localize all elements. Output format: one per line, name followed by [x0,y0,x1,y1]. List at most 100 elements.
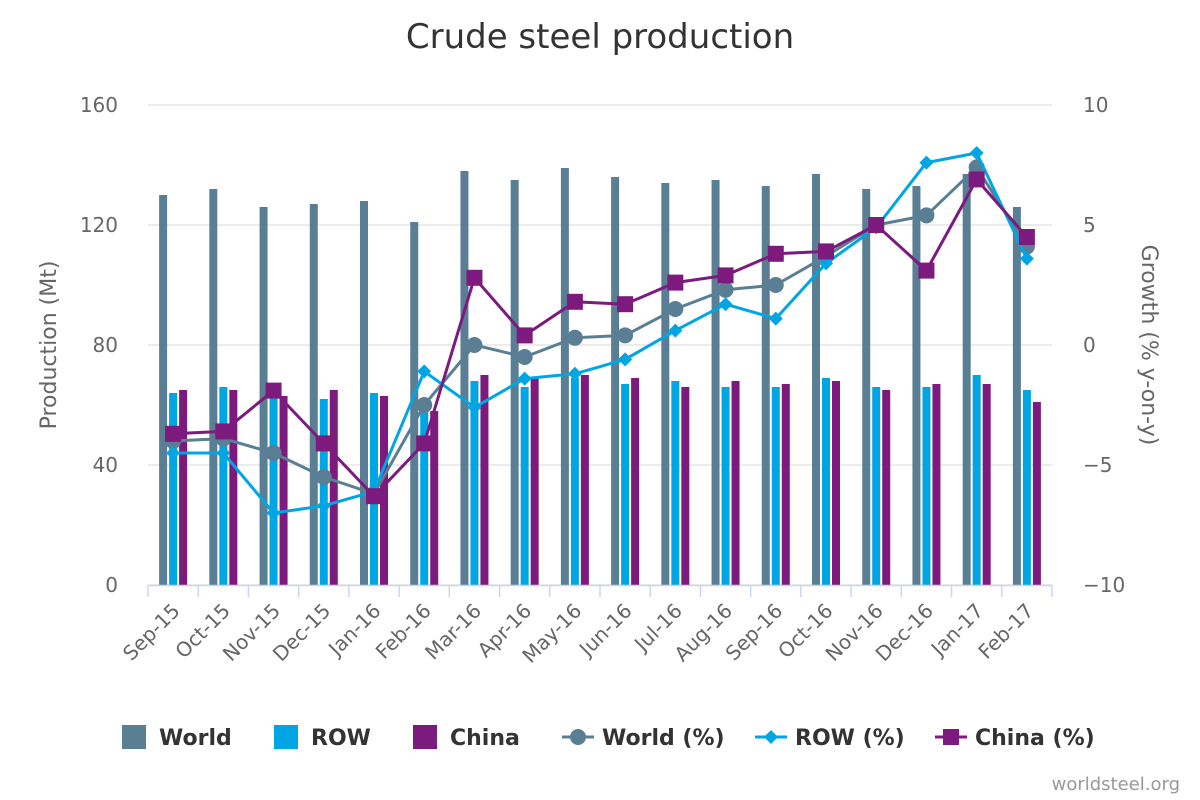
bar-china-may-16 [580,375,589,585]
point-china-growth-dec-16 [918,262,935,279]
y-tick-label-right: 10 [1083,93,1108,117]
point-world-growth-sep-16 [767,277,784,293]
point-china-growth-sep-15 [165,425,182,442]
line-row-growth [173,151,1029,515]
bar-world-may-16 [560,168,569,585]
x-tick-label: Jun-16 [573,599,637,663]
point-row-growth-feb-16 [417,364,432,379]
legend-label[interactable]: China [450,726,520,751]
bar-china-jul-16 [681,387,690,585]
point-china-growth-may-16 [566,293,583,310]
bar-world-jun-16 [611,177,620,585]
y-tick-label-right: 0 [1083,333,1096,357]
point-row-growth-oct-16 [819,256,833,271]
bar-row-jun-16 [621,384,630,585]
point-china-growth-nov-15 [265,382,282,399]
y-axis-title-left: Production (Mt) [37,261,62,430]
point-china-growth-nov-16 [868,217,885,233]
point-row-growth-nov-15 [266,506,281,520]
bar-china-apr-16 [530,378,539,585]
point-row-growth-aug-16 [718,297,733,312]
legend-label[interactable]: ROW (%) [795,726,905,751]
point-world-growth-dec-15 [315,469,332,485]
x-tick-label: Feb-17 [973,599,1038,664]
bar-world-oct-15 [209,189,218,585]
y-tick-label-left: 0 [105,573,118,597]
bar-world-feb-17 [1012,207,1021,585]
bar-world-oct-16 [812,174,820,585]
x-tick-label: Mar-16 [420,599,486,665]
bar-row-sep-15 [169,393,178,585]
point-world-growth-apr-16 [516,349,533,365]
bar-row-jan-17 [972,375,981,585]
y-axis-title-right: Growth (% y-on-y) [1136,245,1161,446]
legend-label[interactable]: World (%) [602,726,725,751]
bar-world-sep-16 [761,186,770,585]
point-row-growth-mar-16 [467,400,482,415]
point-china-growth-oct-16 [818,243,834,260]
point-china-growth-jul-16 [667,274,684,291]
x-tick-label: Sep-15 [118,599,185,666]
point-world-growth-feb-16 [416,397,433,413]
point-china-growth-apr-16 [516,327,533,344]
bar-world-feb-16 [410,222,419,585]
bar-china-aug-16 [731,381,740,585]
point-china-growth-feb-17 [1018,229,1035,245]
bar-world-apr-16 [510,180,519,585]
point-row-growth-jun-16 [618,352,633,367]
y-tick-label-right: −5 [1083,453,1112,477]
point-china-growth-dec-15 [315,435,332,452]
legend-label[interactable]: ROW [311,726,371,751]
bar-china-mar-16 [480,375,489,585]
bar-series-group [159,168,1041,585]
point-china-growth-feb-16 [416,435,433,452]
bar-china-dec-15 [329,390,338,585]
legend-label[interactable]: World [159,726,232,751]
bar-china-feb-17 [1032,402,1041,585]
point-world-growth-mar-16 [466,337,483,353]
bar-row-sep-16 [771,387,780,585]
bar-china-nov-15 [279,396,288,585]
point-china-growth-mar-16 [466,269,483,286]
legend-swatch-row [274,725,298,749]
gridlines: 0 40 80 120 160 −10 −5 0 5 10 [80,93,1125,597]
bar-row-nov-16 [872,387,881,585]
bar-china-sep-16 [781,384,790,585]
credit-text[interactable]: worldsteel.org [1052,774,1180,795]
bar-row-apr-16 [520,387,529,585]
legend: World ROW China World (%) ROW (%) China (%) [122,725,1095,751]
bar-row-dec-15 [319,399,328,585]
bar-row-jul-16 [671,381,680,585]
point-row-growth-apr-16 [517,371,532,386]
bar-row-feb-17 [1022,390,1031,585]
line-world-growth [173,165,1029,496]
y-tick-label-left: 160 [80,93,118,117]
bar-china-jun-16 [631,378,640,585]
point-china-growth-sep-16 [767,245,784,262]
bar-china-sep-15 [179,390,188,585]
point-row-growth-jul-16 [668,323,683,338]
point-row-growth-feb-17 [1019,251,1034,266]
legend-label[interactable]: China (%) [975,726,1095,751]
line-series-group [165,146,1035,520]
point-china-growth-aug-16 [717,267,734,284]
bar-china-jan-17 [982,384,991,585]
point-world-growth-dec-16 [918,207,935,224]
point-row-growth-may-16 [567,366,582,381]
point-row-growth-oct-15 [216,446,231,460]
axes: Sep-15Oct-15Nov-15Dec-15Jan-16Feb-16Mar-… [118,584,1053,668]
point-china-growth-jan-16 [366,488,382,505]
bar-world-dec-16 [912,186,921,585]
bar-china-oct-16 [832,381,840,585]
chart-title: Crude steel production [406,17,794,57]
bar-row-aug-16 [721,387,730,585]
point-row-growth-sep-16 [768,311,783,326]
point-world-growth-nov-15 [265,445,282,461]
bar-china-oct-15 [229,390,238,585]
bar-world-dec-15 [309,204,318,585]
line-china-growth [173,177,1029,498]
x-tick-label: Sep-16 [721,599,788,666]
bar-world-jan-17 [962,174,971,585]
legend-marker-china-growth [943,729,959,745]
legend-swatch-world [122,725,146,749]
